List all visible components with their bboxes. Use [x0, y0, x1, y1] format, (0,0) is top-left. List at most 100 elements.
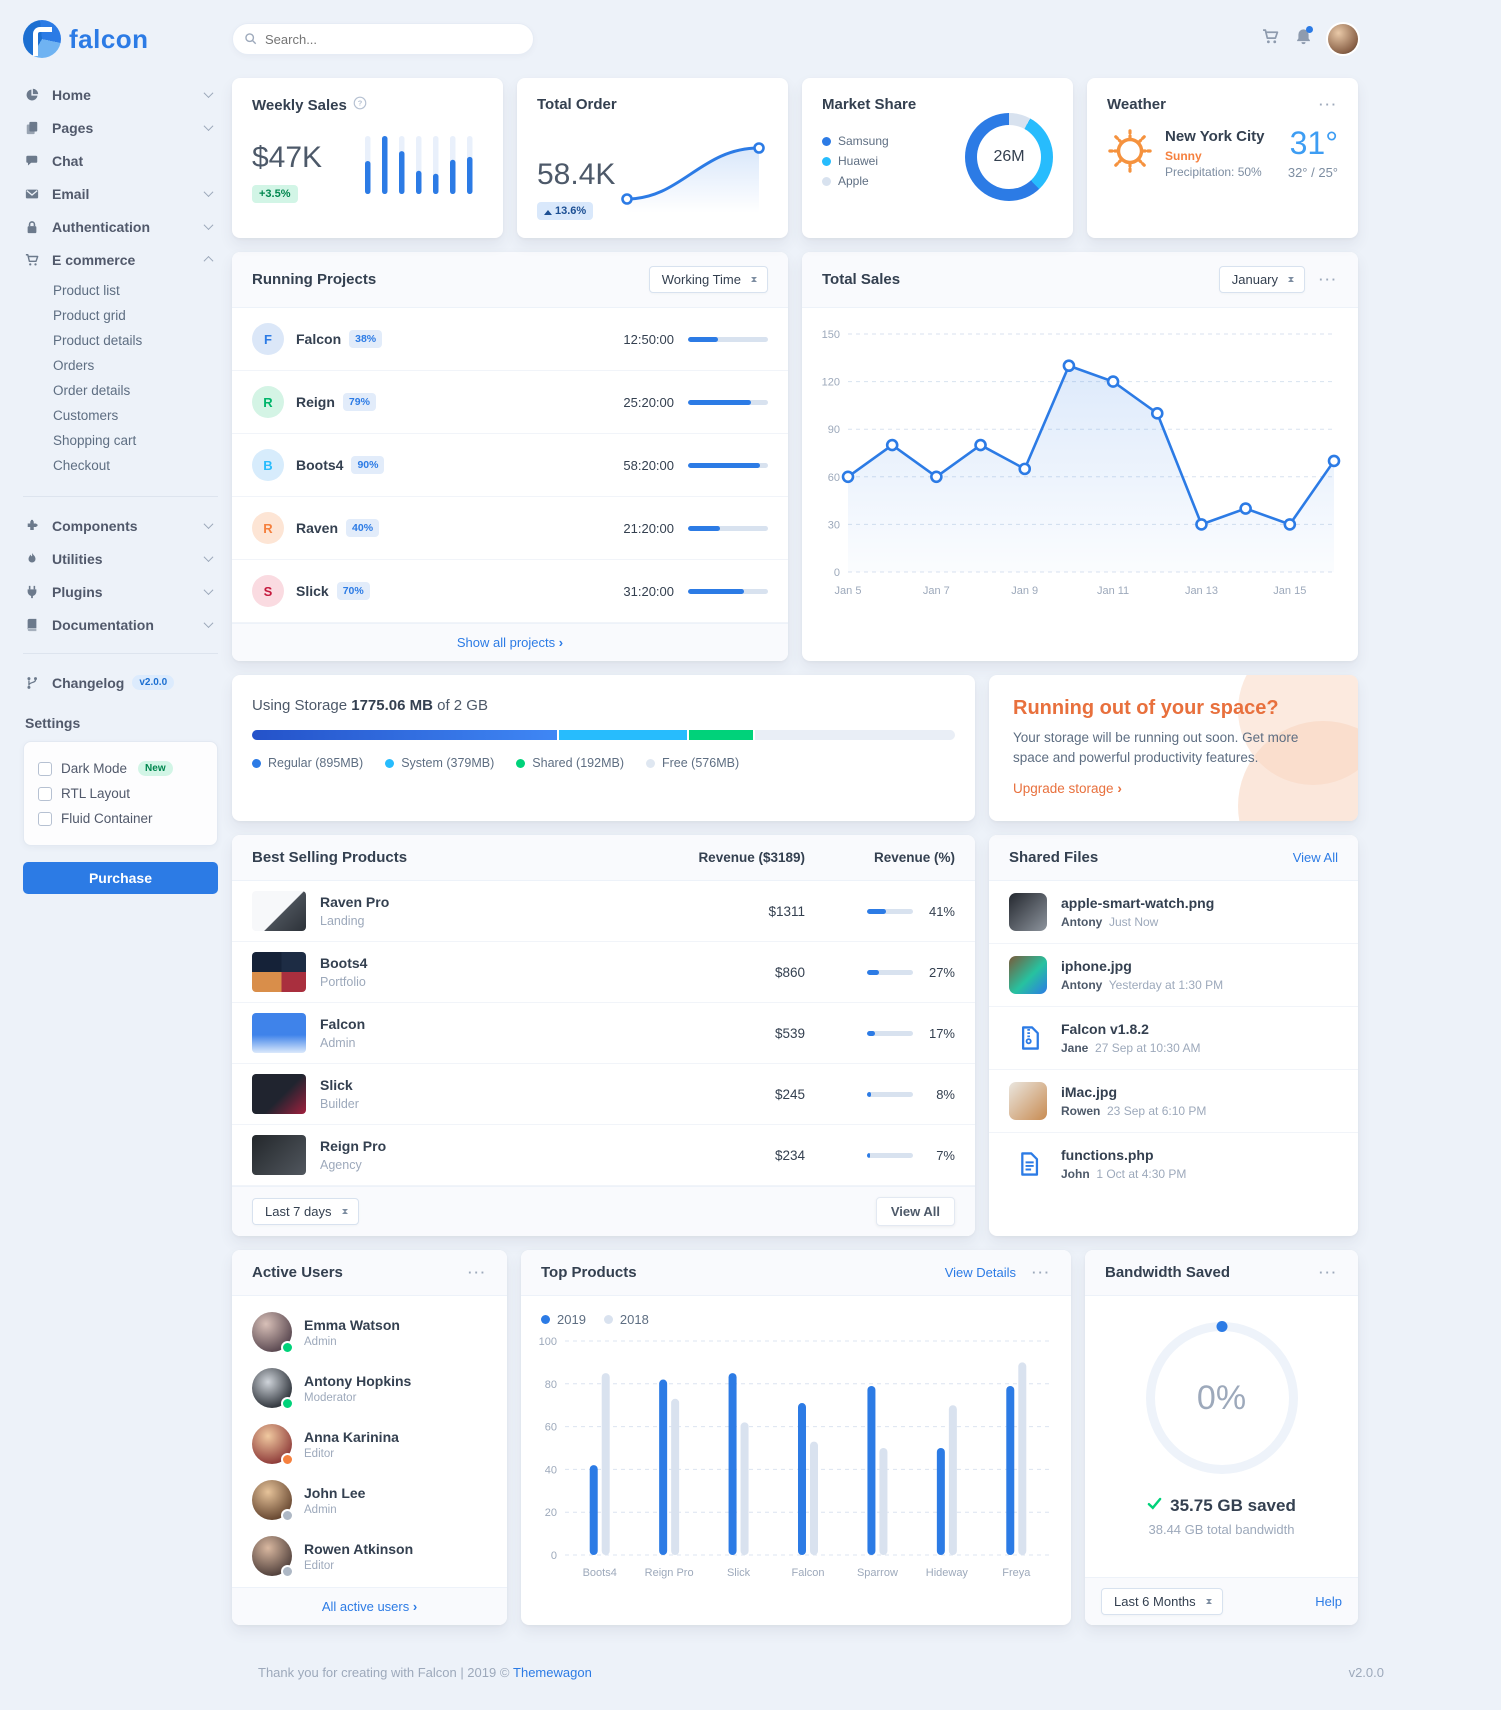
all-active-users-link[interactable]: All active users [322, 1599, 417, 1614]
product-row-boots4[interactable]: Boots4 Portfolio $860 27% [232, 942, 975, 1003]
project-initial-avatar: R [252, 512, 284, 544]
weather-precipitation: Precipitation: 50% [1165, 165, 1262, 179]
sidebar-item-email[interactable]: Email [23, 177, 218, 210]
user-avatar[interactable] [1328, 24, 1358, 54]
shared-file-imac.jpg[interactable]: iMac.jpg Rowen 23 Sep at 6:10 PM [989, 1069, 1358, 1132]
sidebar-item-chat[interactable]: Chat [23, 144, 218, 177]
sidebar: falcon Home Pages Chat Email Authentication E… [0, 0, 232, 1639]
sidebar-item-pages[interactable]: Pages [23, 111, 218, 144]
active-user-rowen-atkinson[interactable]: Rowen Atkinson Editor [232, 1528, 507, 1584]
last-7-days-select[interactable]: Last 7 days [252, 1198, 359, 1225]
sidebar-item-changelog[interactable]: Changelog v2.0.0 [23, 666, 218, 699]
svg-text:Freya: Freya [1002, 1567, 1031, 1579]
show-all-projects-link[interactable]: Show all projects [457, 635, 563, 650]
sidebar-item-plugins[interactable]: Plugins [23, 575, 218, 608]
checkbox[interactable] [38, 811, 52, 826]
bell-icon[interactable] [1295, 26, 1313, 50]
weekly-sales-amount: $47K [252, 141, 323, 174]
checkbox[interactable] [38, 761, 52, 776]
view-details-link[interactable]: View Details [944, 1265, 1016, 1280]
user-avatar [252, 1312, 294, 1354]
active-user-john-lee[interactable]: John Lee Admin [232, 1472, 507, 1528]
sidebar-item-product-details[interactable]: Product details [53, 333, 143, 348]
cart-icon[interactable] [1262, 28, 1279, 50]
active-user-antony-hopkins[interactable]: Antony Hopkins Moderator [232, 1360, 507, 1416]
active-user-emma-watson[interactable]: Emma Watson Admin [232, 1304, 507, 1360]
card-menu-icon[interactable] [468, 1265, 487, 1280]
purchase-button[interactable]: Purchase [23, 862, 218, 894]
sidebar-item-authentication[interactable]: Authentication [23, 210, 218, 243]
project-row-falcon[interactable]: F Falcon 38% 12:50:00 [232, 308, 788, 371]
svg-text:Jan 13: Jan 13 [1185, 585, 1218, 597]
sidebar-item-product-list[interactable]: Product list [53, 283, 120, 298]
working-time-select[interactable]: Working Time [648, 266, 768, 293]
app-logo[interactable]: falcon [23, 14, 218, 64]
status-dot [281, 1565, 294, 1578]
book-icon [23, 618, 41, 632]
shared-file-falcon-v1.8.2[interactable]: Falcon v1.8.2 Jane 27 Sep at 10:30 AM [989, 1006, 1358, 1069]
project-percent-badge: 90% [351, 456, 385, 474]
total-order-card: Total Order 58.4K 13.6% [517, 78, 788, 238]
card-menu-icon[interactable] [1032, 1265, 1051, 1280]
legend-item: Samsung [822, 134, 889, 148]
sidebar-item-components[interactable]: Components [23, 509, 218, 542]
revenue-percent-bar [867, 908, 913, 914]
sidebar-item-checkout[interactable]: Checkout [53, 458, 111, 473]
product-row-slick[interactable]: Slick Builder $245 8% [232, 1064, 975, 1125]
sidebar-item-order-details[interactable]: Order details [53, 383, 131, 398]
project-row-boots4[interactable]: B Boots4 90% 58:20:00 [232, 434, 788, 497]
card-menu-icon[interactable] [1319, 272, 1338, 287]
total-sales-title: Total Sales [822, 271, 901, 288]
svg-text:Slick: Slick [727, 1567, 751, 1579]
card-menu-icon[interactable] [1319, 1265, 1338, 1280]
check-icon [1147, 1496, 1162, 1516]
plug-icon [23, 585, 41, 599]
help-link[interactable]: Help [1315, 1594, 1342, 1609]
sidebar-item-documentation[interactable]: Documentation [23, 608, 218, 641]
sidebar-item-shopping-cart[interactable]: Shopping cart [53, 433, 137, 448]
total-order-chart [615, 135, 770, 220]
setting-fluid-container[interactable]: Fluid Container [36, 806, 205, 831]
shared-file-functions.php[interactable]: functions.php John 1 Oct at 4:30 PM [989, 1132, 1358, 1195]
svg-text:Jan 11: Jan 11 [1097, 585, 1129, 597]
upgrade-storage-link[interactable]: Upgrade storage [1013, 781, 1122, 796]
shared-file-apple-smart-watch.png[interactable]: apple-smart-watch.png Antony Just Now [989, 881, 1358, 943]
product-row-raven-pro[interactable]: Raven Pro Landing $1311 41% [232, 881, 975, 942]
setting-dark-mode[interactable]: Dark Mode New [36, 756, 205, 781]
active-user-anna-karinina[interactable]: Anna Karinina Editor [232, 1416, 507, 1472]
view-all-button[interactable]: View All [875, 1197, 955, 1226]
product-revenue: $234 [774, 1147, 805, 1163]
sidebar-item-customers[interactable]: Customers [53, 408, 119, 423]
question-icon[interactable]: ? [353, 96, 367, 114]
sidebar-item-utilities[interactable]: Utilities [23, 542, 218, 575]
shared-files-view-all-link[interactable]: View All [1292, 850, 1338, 865]
sidebar-item-orders[interactable]: Orders [53, 358, 95, 373]
card-menu-icon[interactable] [1319, 97, 1338, 112]
falcon-logo-icon [23, 20, 61, 58]
active-users-title: Active Users [252, 1264, 343, 1281]
month-select[interactable]: January [1218, 266, 1305, 293]
project-row-raven[interactable]: R Raven 40% 21:20:00 [232, 497, 788, 560]
project-row-reign[interactable]: R Reign 79% 25:20:00 [232, 371, 788, 434]
product-row-reign-pro[interactable]: Reign Pro Agency $234 7% [232, 1125, 975, 1186]
charts-row: Running Projects Working Time F Falcon 38%… [232, 252, 1358, 661]
sidebar-item-product-grid[interactable]: Product grid [53, 308, 126, 323]
storage-legend-item: Shared (192MB) [516, 756, 624, 770]
legend-item-2018[interactable]: 2018 [603, 1312, 649, 1327]
footer-credit: Thank you for creating with Falcon | 201… [258, 1665, 592, 1680]
svg-text:0: 0 [834, 567, 840, 579]
sidebar-item-e-commerce[interactable]: E commerce [23, 243, 218, 276]
product-row-falcon[interactable]: Falcon Admin $539 17% [232, 1003, 975, 1064]
legend-item-2019[interactable]: 2019 [541, 1312, 586, 1327]
search-input[interactable] [232, 23, 534, 55]
checkbox[interactable] [38, 786, 52, 801]
market-share-legend: Samsung Huawei Apple [822, 134, 889, 194]
themewagon-link[interactable]: Themewagon [513, 1665, 592, 1680]
setting-rtl-layout[interactable]: RTL Layout [36, 781, 205, 806]
last-6-months-select[interactable]: Last 6 Months [1101, 1588, 1223, 1615]
project-row-slick[interactable]: S Slick 70% 31:20:00 [232, 560, 788, 623]
shared-file-iphone.jpg[interactable]: iphone.jpg Antony Yesterday at 1:30 PM [989, 943, 1358, 1006]
chevron-down-icon [203, 618, 214, 629]
sidebar-item-home[interactable]: Home [23, 78, 218, 111]
